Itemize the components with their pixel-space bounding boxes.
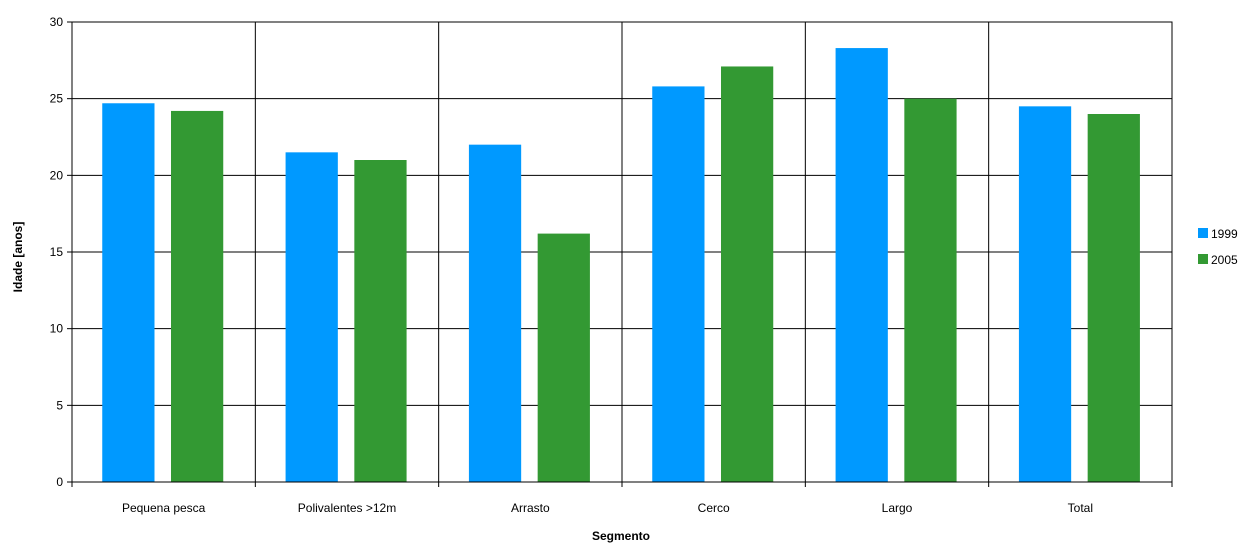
x-axis-title: Segmento <box>592 529 650 543</box>
bar-1999-3 <box>652 86 705 483</box>
bar-1999-0 <box>102 103 155 483</box>
legend-swatch-1999 <box>1198 228 1208 238</box>
x-axis-ticks: Pequena pesca Polivalentes >12m Arrasto Cer… <box>71 482 1173 515</box>
bar-2005-2 <box>537 233 590 482</box>
x-tick-label: Largo <box>882 501 913 515</box>
bar-1999-1 <box>285 152 338 483</box>
y-axis-title: Idade [anos] <box>11 222 25 293</box>
x-tick-label: Polivalentes >12m <box>298 501 396 515</box>
legend-label-2005: 2005 <box>1211 253 1238 267</box>
bar-2005-1 <box>354 160 407 482</box>
x-tick-label: Pequena pesca <box>122 501 206 515</box>
bar-2005-4 <box>904 98 957 483</box>
legend: 1999 2005 <box>1198 227 1238 267</box>
y-tick-label: 5 <box>56 398 63 412</box>
bar-2005-5 <box>1087 114 1140 482</box>
y-tick-label: 25 <box>50 92 64 106</box>
legend-label-1999: 1999 <box>1211 227 1238 241</box>
y-axis-ticks: 0 5 10 15 20 25 30 <box>50 15 72 489</box>
x-tick-label: Total <box>1068 501 1093 515</box>
x-tick-label: Cerco <box>698 501 730 515</box>
gridlines <box>71 21 1173 483</box>
y-tick-label: 10 <box>50 322 64 336</box>
bar-1999-4 <box>835 48 888 483</box>
y-tick-label: 30 <box>50 15 64 29</box>
x-tick-label: Arrasto <box>511 501 550 515</box>
bar-2005-0 <box>171 110 224 482</box>
bar-2005-3 <box>721 66 774 482</box>
legend-swatch-2005 <box>1198 254 1208 264</box>
bar-1999-5 <box>1018 106 1072 482</box>
y-tick-label: 20 <box>50 168 64 182</box>
y-tick-label: 0 <box>56 475 63 489</box>
bars <box>102 48 1140 483</box>
y-tick-label: 15 <box>50 245 64 259</box>
bar-1999-2 <box>468 144 522 482</box>
